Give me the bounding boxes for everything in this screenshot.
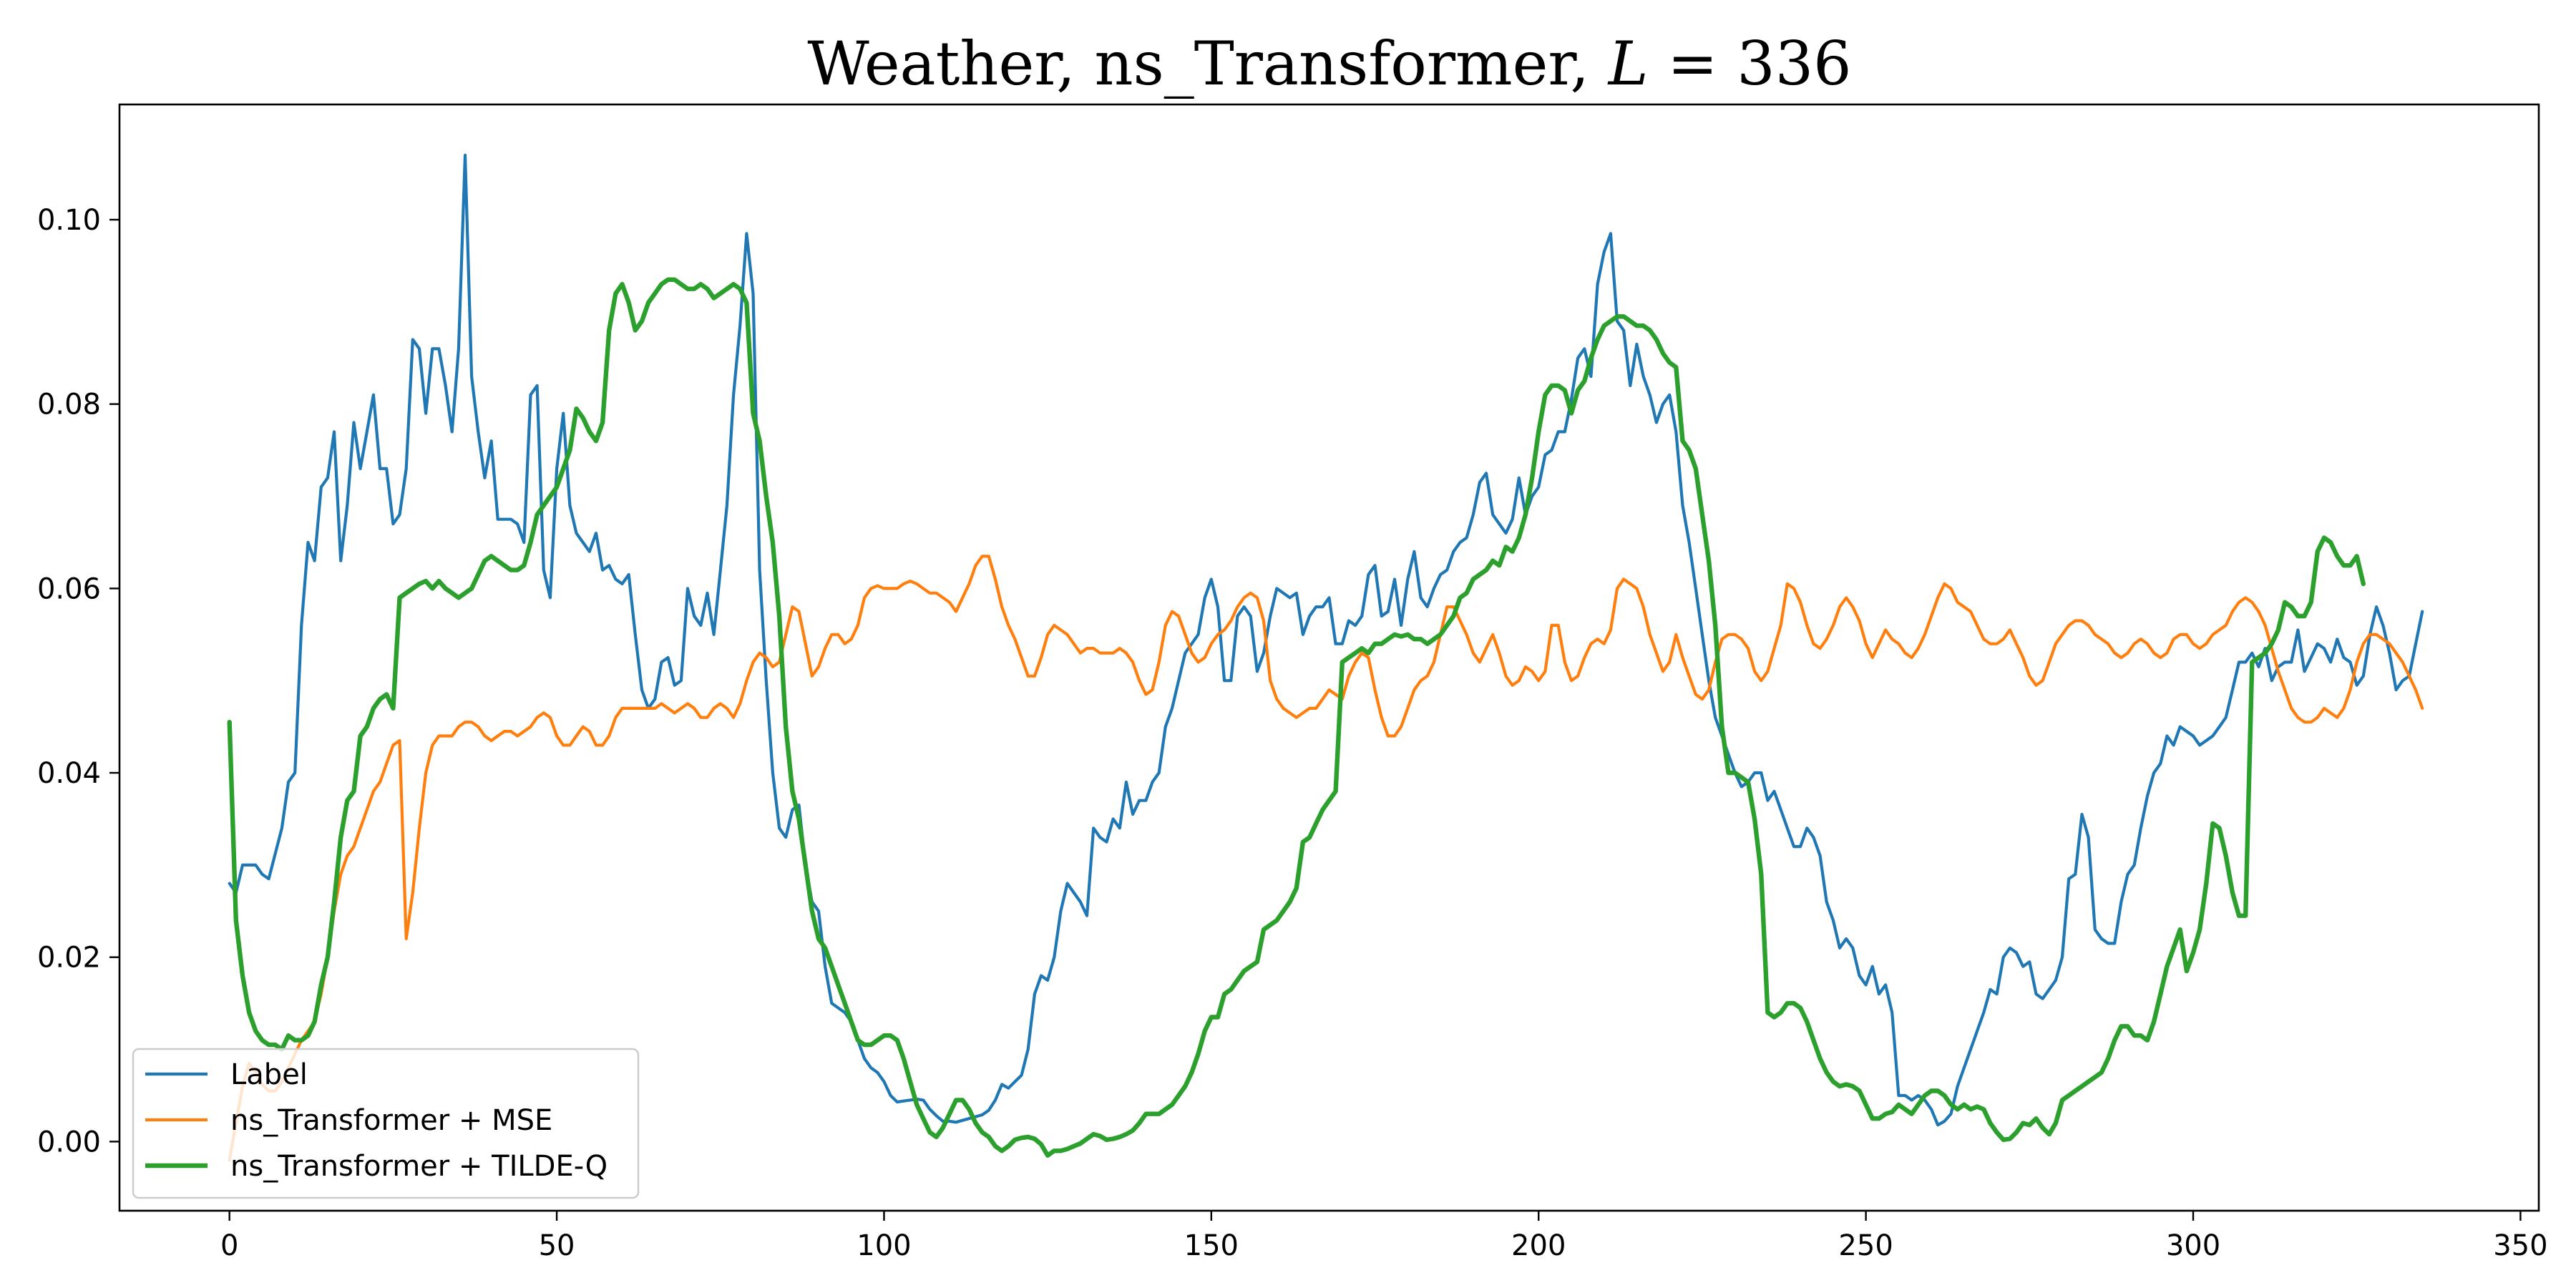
chart-title: Weather, ns_Transformer, L = 336 (807, 29, 1851, 99)
y-tick-label: 0.08 (37, 389, 101, 421)
x-tick-label: 100 (857, 1229, 911, 1262)
axes-frame (118, 103, 2540, 1212)
x-tick-label: 50 (539, 1229, 575, 1262)
chart-title-prefix: Weather, ns_Transformer, (807, 29, 1608, 99)
y-axis: 0.00 0.02 0.04 0.06 0.08 0.10 (37, 204, 119, 1158)
series-line-ns-transformer-mse (228, 555, 2424, 1162)
chart-title-suffix: = 336 (1649, 29, 1852, 99)
x-axis: 0 50 100 150 200 250 300 350 (220, 1211, 2548, 1262)
y-tick-label: 0.00 (37, 1126, 101, 1158)
legend-box (132, 1048, 640, 1199)
y-tick-label: 0.04 (37, 757, 101, 790)
y-tick-label: 0.02 (37, 942, 101, 975)
series-line-label (228, 153, 2424, 1127)
legend-label-ns-transformer-mse: ns_Transformer + MSE (230, 1104, 552, 1137)
y-tick-label: 0.10 (37, 204, 101, 237)
x-tick-label: 150 (1184, 1229, 1239, 1262)
series-line-ns-transformer-tilde-q (227, 277, 2366, 1158)
x-tick-label: 300 (2166, 1229, 2220, 1262)
x-tick-label: 0 (220, 1229, 238, 1262)
x-tick-label: 200 (1511, 1229, 1566, 1262)
y-tick-label: 0.06 (37, 572, 101, 605)
legend-label-ns-transformer-tilde-q: ns_Transformer + TILDE-Q (230, 1150, 608, 1183)
plot-series (227, 153, 2424, 1162)
legend: Label ns_Transformer + MSE ns_Transformer … (132, 1048, 640, 1199)
x-tick-label: 350 (2493, 1229, 2547, 1262)
legend-label-label: Label (230, 1058, 308, 1091)
x-tick-label: 250 (1838, 1229, 1893, 1262)
chart-title-italic: L (1607, 29, 1649, 99)
